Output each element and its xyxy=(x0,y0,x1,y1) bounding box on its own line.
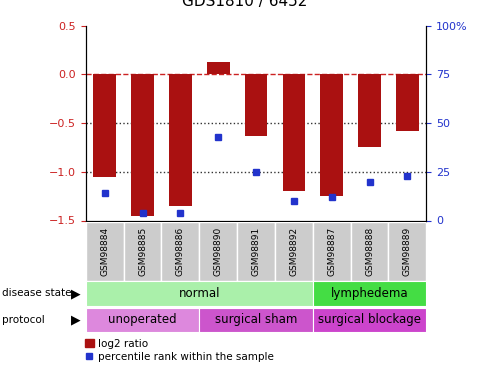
Bar xyxy=(86,222,123,280)
Bar xyxy=(351,222,389,280)
Bar xyxy=(86,308,199,332)
Text: GSM98884: GSM98884 xyxy=(100,227,109,276)
Text: GSM98886: GSM98886 xyxy=(176,227,185,276)
Text: GSM98891: GSM98891 xyxy=(251,227,261,276)
Text: lymphedema: lymphedema xyxy=(331,287,408,300)
Text: GSM98889: GSM98889 xyxy=(403,227,412,276)
Bar xyxy=(389,222,426,280)
Text: GSM98888: GSM98888 xyxy=(365,227,374,276)
Text: surgical sham: surgical sham xyxy=(215,313,297,326)
Bar xyxy=(313,308,426,332)
Legend: log2 ratio, percentile rank within the sample: log2 ratio, percentile rank within the s… xyxy=(81,334,278,366)
Text: GSM98892: GSM98892 xyxy=(290,227,298,276)
Text: unoperated: unoperated xyxy=(108,313,177,326)
Text: ▶: ▶ xyxy=(71,313,81,326)
Text: surgical blockage: surgical blockage xyxy=(318,313,421,326)
Bar xyxy=(313,222,351,280)
Text: disease state: disease state xyxy=(2,288,72,298)
Bar xyxy=(207,62,229,74)
Bar xyxy=(123,222,161,280)
Bar xyxy=(237,222,275,280)
Text: GSM98887: GSM98887 xyxy=(327,227,336,276)
Text: GDS1810 / 6452: GDS1810 / 6452 xyxy=(182,0,308,9)
Bar xyxy=(396,74,419,131)
Bar xyxy=(245,74,268,136)
Bar xyxy=(320,74,343,196)
Bar xyxy=(161,222,199,280)
Bar xyxy=(93,74,116,177)
Bar xyxy=(86,281,313,306)
Text: protocol: protocol xyxy=(2,315,45,325)
Text: GSM98885: GSM98885 xyxy=(138,227,147,276)
Text: normal: normal xyxy=(178,287,220,300)
Bar xyxy=(358,74,381,147)
Bar xyxy=(275,222,313,280)
Bar xyxy=(283,74,305,191)
Bar xyxy=(199,308,313,332)
Bar xyxy=(199,222,237,280)
Bar xyxy=(169,74,192,206)
Text: GSM98890: GSM98890 xyxy=(214,227,222,276)
Bar xyxy=(313,281,426,306)
Bar xyxy=(131,74,154,216)
Text: ▶: ▶ xyxy=(71,287,81,300)
